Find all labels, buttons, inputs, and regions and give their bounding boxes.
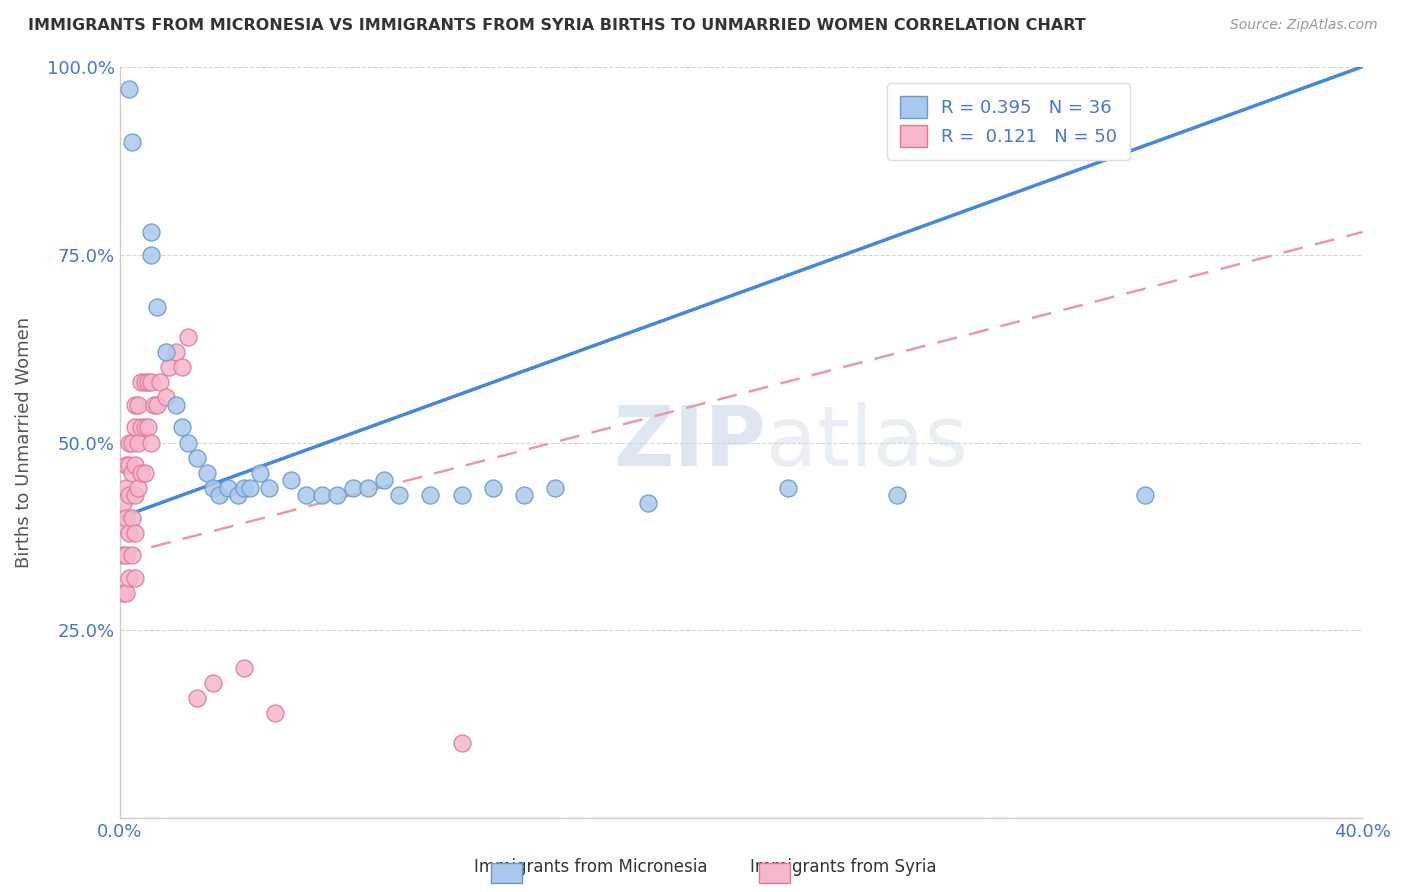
Point bbox=[121, 549, 143, 563]
Point bbox=[195, 466, 218, 480]
Point bbox=[170, 420, 193, 434]
Point bbox=[124, 525, 146, 540]
Point bbox=[177, 330, 200, 344]
Point bbox=[239, 481, 262, 495]
Point bbox=[139, 376, 162, 390]
Point bbox=[201, 481, 224, 495]
Point bbox=[121, 510, 143, 524]
Y-axis label: Births to Unmarried Women: Births to Unmarried Women bbox=[15, 317, 32, 568]
Point bbox=[1133, 488, 1156, 502]
Point bbox=[264, 706, 287, 721]
Point bbox=[124, 458, 146, 472]
Point bbox=[186, 450, 208, 465]
Point bbox=[131, 420, 153, 434]
Point bbox=[118, 435, 141, 450]
Point bbox=[373, 473, 395, 487]
Point bbox=[165, 398, 187, 412]
Point bbox=[357, 481, 380, 495]
Point bbox=[342, 481, 364, 495]
Point bbox=[637, 496, 659, 510]
Point bbox=[136, 376, 159, 390]
Point bbox=[208, 488, 231, 502]
Point bbox=[139, 225, 162, 239]
Point bbox=[201, 676, 224, 690]
Point bbox=[134, 376, 156, 390]
Point bbox=[111, 549, 134, 563]
Point bbox=[776, 481, 799, 495]
Point bbox=[165, 345, 187, 359]
Point bbox=[136, 420, 159, 434]
Point bbox=[450, 736, 472, 750]
Point bbox=[295, 488, 318, 502]
Point bbox=[118, 525, 141, 540]
Point bbox=[111, 496, 134, 510]
Point bbox=[121, 466, 143, 480]
Text: IMMIGRANTS FROM MICRONESIA VS IMMIGRANTS FROM SYRIA BIRTHS TO UNMARRIED WOMEN CO: IMMIGRANTS FROM MICRONESIA VS IMMIGRANTS… bbox=[28, 18, 1085, 33]
Point bbox=[170, 360, 193, 375]
Point bbox=[177, 435, 200, 450]
Point bbox=[233, 481, 256, 495]
Point bbox=[127, 435, 149, 450]
Point bbox=[115, 549, 138, 563]
Point bbox=[186, 691, 208, 706]
Point bbox=[121, 435, 143, 450]
Point bbox=[450, 488, 472, 502]
Point bbox=[388, 488, 411, 502]
Point bbox=[139, 435, 162, 450]
Point bbox=[512, 488, 534, 502]
Point bbox=[139, 247, 162, 261]
Point bbox=[127, 481, 149, 495]
Point bbox=[544, 481, 567, 495]
Point bbox=[155, 391, 177, 405]
Point bbox=[115, 458, 138, 472]
Point bbox=[155, 345, 177, 359]
Point bbox=[121, 135, 143, 149]
Point bbox=[111, 518, 134, 533]
Point bbox=[226, 488, 249, 502]
Text: ZIP: ZIP bbox=[613, 402, 766, 483]
Point bbox=[149, 376, 172, 390]
Point bbox=[159, 360, 181, 375]
Point bbox=[326, 488, 349, 502]
Point bbox=[134, 466, 156, 480]
Point bbox=[134, 420, 156, 434]
Point bbox=[280, 473, 302, 487]
Point bbox=[218, 481, 240, 495]
Text: Source: ZipAtlas.com: Source: ZipAtlas.com bbox=[1230, 18, 1378, 32]
Point bbox=[419, 488, 441, 502]
Point bbox=[124, 571, 146, 585]
Point bbox=[118, 82, 141, 96]
Point bbox=[118, 488, 141, 502]
Point bbox=[146, 300, 169, 314]
Point bbox=[257, 481, 280, 495]
Point bbox=[111, 586, 134, 600]
Point bbox=[127, 398, 149, 412]
Point bbox=[124, 398, 146, 412]
Point bbox=[233, 661, 256, 675]
Point bbox=[115, 586, 138, 600]
Text: atlas: atlas bbox=[766, 402, 967, 483]
Point bbox=[118, 458, 141, 472]
Point bbox=[131, 466, 153, 480]
Point bbox=[146, 398, 169, 412]
Point bbox=[124, 488, 146, 502]
Point bbox=[886, 488, 908, 502]
Point bbox=[115, 481, 138, 495]
Text: Immigrants from Syria: Immigrants from Syria bbox=[751, 858, 936, 876]
Point bbox=[311, 488, 333, 502]
Text: Immigrants from Micronesia: Immigrants from Micronesia bbox=[474, 858, 707, 876]
Point bbox=[131, 376, 153, 390]
Point bbox=[249, 466, 271, 480]
Point bbox=[115, 510, 138, 524]
Point bbox=[118, 571, 141, 585]
Point bbox=[142, 398, 165, 412]
Point bbox=[481, 481, 503, 495]
Legend: R = 0.395   N = 36, R =  0.121   N = 50: R = 0.395 N = 36, R = 0.121 N = 50 bbox=[887, 83, 1130, 160]
Point bbox=[124, 420, 146, 434]
